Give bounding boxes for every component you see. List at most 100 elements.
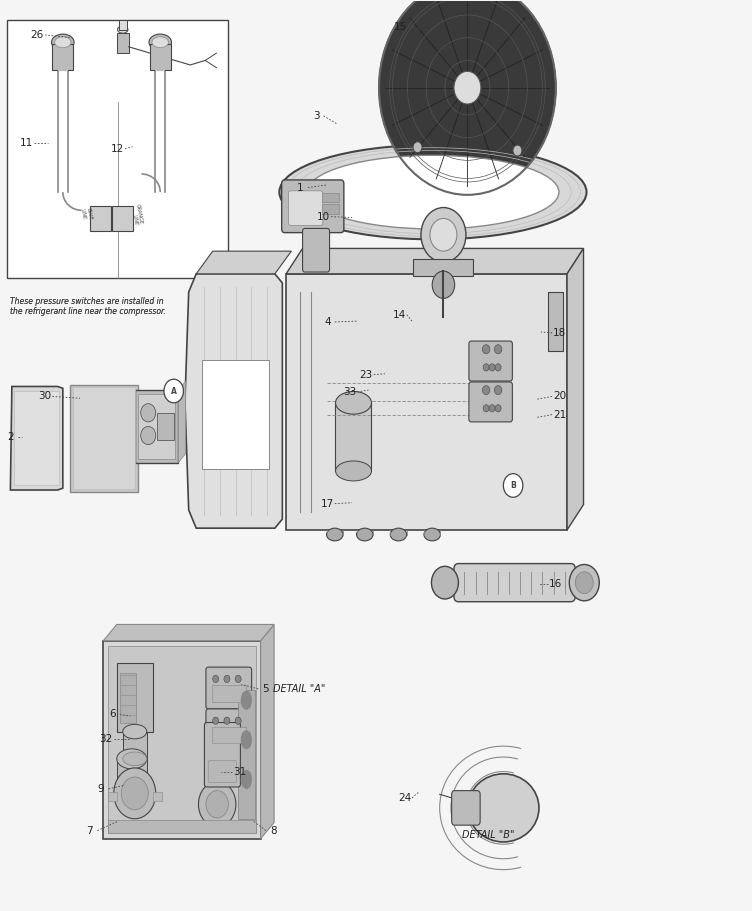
Ellipse shape bbox=[326, 528, 343, 541]
Bar bbox=[112, 206, 133, 231]
Circle shape bbox=[206, 791, 229, 818]
Circle shape bbox=[494, 344, 502, 353]
Text: BLUE
LINE: BLUE LINE bbox=[79, 208, 92, 222]
Polygon shape bbox=[567, 249, 584, 530]
Bar bbox=[108, 646, 256, 834]
Circle shape bbox=[489, 404, 495, 412]
Text: A: A bbox=[171, 386, 177, 395]
Text: 31: 31 bbox=[233, 766, 246, 776]
Polygon shape bbox=[261, 624, 274, 839]
Circle shape bbox=[454, 71, 481, 104]
Circle shape bbox=[421, 208, 466, 262]
FancyBboxPatch shape bbox=[206, 667, 252, 709]
Ellipse shape bbox=[241, 731, 252, 749]
Circle shape bbox=[432, 567, 459, 599]
Bar bbox=[135, 390, 178, 463]
Circle shape bbox=[164, 379, 183, 403]
Polygon shape bbox=[178, 381, 186, 463]
Text: 9: 9 bbox=[98, 783, 105, 793]
Text: 18: 18 bbox=[553, 328, 566, 338]
Bar bbox=[8, 19, 229, 279]
Text: 16: 16 bbox=[549, 579, 562, 589]
Text: 12: 12 bbox=[111, 144, 124, 154]
Bar bbox=[103, 640, 261, 839]
Bar bbox=[202, 360, 269, 469]
Circle shape bbox=[483, 363, 489, 371]
Bar bbox=[71, 384, 138, 492]
Circle shape bbox=[235, 717, 241, 724]
Text: 7: 7 bbox=[86, 825, 93, 835]
FancyBboxPatch shape bbox=[208, 761, 237, 783]
Circle shape bbox=[495, 404, 501, 412]
Ellipse shape bbox=[335, 461, 371, 481]
Ellipse shape bbox=[117, 784, 147, 803]
Text: 23: 23 bbox=[359, 370, 373, 380]
Bar bbox=[238, 691, 255, 819]
Text: ORANGE
LINE: ORANGE LINE bbox=[129, 203, 144, 226]
Circle shape bbox=[213, 675, 219, 682]
Text: 3: 3 bbox=[313, 111, 320, 121]
FancyBboxPatch shape bbox=[454, 564, 575, 602]
Circle shape bbox=[213, 717, 219, 724]
FancyBboxPatch shape bbox=[205, 722, 241, 787]
Bar bbox=[58, 67, 68, 71]
Ellipse shape bbox=[307, 155, 559, 229]
FancyBboxPatch shape bbox=[302, 229, 329, 272]
FancyBboxPatch shape bbox=[469, 341, 512, 381]
Bar bbox=[150, 44, 171, 69]
Circle shape bbox=[494, 385, 502, 394]
Text: 10: 10 bbox=[317, 211, 330, 221]
Bar bbox=[335, 403, 371, 471]
Bar bbox=[212, 685, 246, 701]
Polygon shape bbox=[196, 251, 291, 274]
Text: 26: 26 bbox=[31, 30, 44, 40]
FancyBboxPatch shape bbox=[469, 382, 512, 422]
Bar bbox=[117, 663, 153, 732]
Circle shape bbox=[495, 363, 501, 371]
Bar bbox=[157, 413, 174, 440]
Ellipse shape bbox=[123, 724, 147, 739]
Bar bbox=[108, 792, 117, 801]
Ellipse shape bbox=[241, 771, 252, 788]
Polygon shape bbox=[286, 274, 567, 530]
Ellipse shape bbox=[356, 528, 373, 541]
Circle shape bbox=[575, 572, 593, 594]
Ellipse shape bbox=[52, 34, 74, 50]
Bar bbox=[548, 292, 563, 351]
Text: 30: 30 bbox=[38, 392, 51, 402]
Bar bbox=[117, 757, 147, 793]
Text: B: B bbox=[511, 481, 516, 490]
Bar bbox=[72, 387, 135, 489]
Bar bbox=[155, 67, 165, 71]
Bar bbox=[119, 20, 126, 29]
Circle shape bbox=[489, 363, 495, 371]
Text: 1: 1 bbox=[297, 182, 304, 192]
Ellipse shape bbox=[424, 528, 441, 541]
Bar bbox=[322, 192, 338, 201]
Circle shape bbox=[141, 426, 156, 445]
Circle shape bbox=[569, 565, 599, 601]
Text: 33: 33 bbox=[343, 387, 356, 397]
Ellipse shape bbox=[241, 691, 252, 710]
Circle shape bbox=[141, 404, 156, 422]
FancyBboxPatch shape bbox=[206, 709, 252, 751]
Bar bbox=[322, 204, 338, 213]
Text: These pressure switches are installed in
the refrigerant line near the compresso: These pressure switches are installed in… bbox=[11, 297, 166, 316]
Ellipse shape bbox=[117, 749, 147, 769]
Text: 8: 8 bbox=[270, 825, 277, 835]
Circle shape bbox=[199, 782, 236, 827]
Circle shape bbox=[482, 344, 490, 353]
Circle shape bbox=[513, 145, 522, 156]
Text: 32: 32 bbox=[100, 734, 113, 744]
Text: DETAIL "A": DETAIL "A" bbox=[273, 684, 325, 694]
Bar bbox=[89, 206, 111, 231]
Circle shape bbox=[379, 0, 556, 195]
Text: 15: 15 bbox=[394, 22, 408, 32]
Circle shape bbox=[114, 768, 156, 819]
Polygon shape bbox=[286, 249, 584, 274]
Polygon shape bbox=[103, 624, 274, 640]
Text: 2: 2 bbox=[7, 433, 14, 443]
Text: 24: 24 bbox=[398, 793, 411, 803]
Circle shape bbox=[121, 777, 148, 810]
Text: DETAIL "B": DETAIL "B" bbox=[462, 830, 514, 840]
